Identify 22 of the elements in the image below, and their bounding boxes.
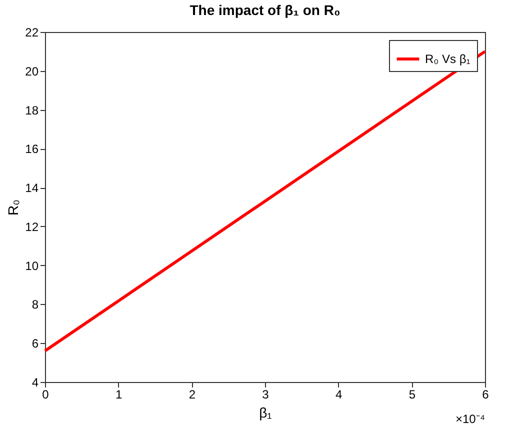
y-tick-label: 12 — [25, 220, 39, 234]
y-axis-title: R₀ — [5, 199, 22, 216]
chart-title: The impact of β₁ on R₀ — [190, 2, 340, 18]
x-tick-label: 5 — [408, 388, 416, 402]
x-axis-title: β₁ — [259, 404, 272, 420]
y-tick-label: 4 — [32, 376, 39, 390]
x-tick-label: 2 — [188, 388, 196, 402]
y-tick-label: 20 — [25, 64, 39, 78]
x-tick-label: 6 — [482, 388, 490, 402]
y-tick-label: 16 — [25, 142, 39, 156]
y-tick-label: 10 — [25, 258, 39, 273]
x-tick-label: 0 — [42, 388, 50, 402]
x-tick-label: 4 — [335, 388, 342, 402]
x-tick-label: 1 — [115, 388, 122, 402]
y-tick-label: 8 — [32, 298, 39, 312]
y-tick-label: 6 — [32, 336, 39, 351]
y-tick-label: 22 — [25, 26, 39, 40]
y-tick-label: 18 — [25, 103, 39, 118]
x-tick-label: 3 — [262, 388, 270, 402]
text: ×10⁻⁴ — [455, 412, 485, 426]
legend-label: R₀ Vs β₁ — [425, 52, 470, 66]
y-tick-label: 14 — [25, 181, 39, 196]
